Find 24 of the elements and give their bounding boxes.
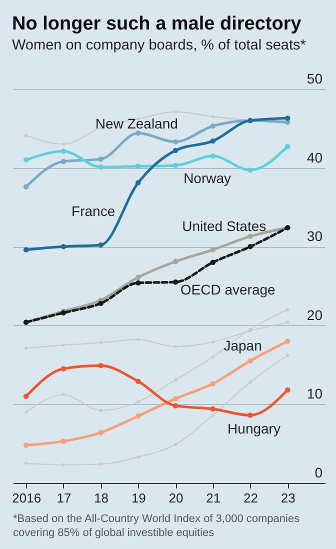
text: *Based on the All-Country World Index of 3,000 companies covering 85% of global investible equities <box>13 512 301 540</box>
x-tick-label: 21 <box>206 490 221 506</box>
series-label: New Zealand <box>95 115 178 132</box>
x-tick-label: 17 <box>56 490 72 506</box>
x-tick-label: 18 <box>94 490 109 506</box>
x-tick-label: 23 <box>280 490 296 506</box>
y-tick-label: 0 <box>314 464 323 480</box>
y-tick-label: 10 <box>306 386 323 402</box>
series-label: Norway <box>184 170 232 186</box>
y-tick-label: 20 <box>306 306 323 323</box>
y-tick-label: 50 <box>306 70 323 86</box>
x-tick-label: 22 <box>244 490 258 506</box>
x-tick-label: 19 <box>131 490 146 506</box>
y-tick-label: 40 <box>306 149 323 166</box>
x-tick-label: 20 <box>168 490 184 506</box>
chart-subtitle: Women on company boards, % of total seats* <box>12 38 306 54</box>
y-tick-label: 30 <box>306 228 323 244</box>
series-label: OECD average <box>180 282 276 298</box>
series-label: Japan <box>224 338 262 354</box>
series-label: United States <box>182 218 266 234</box>
chart-title: No longer such a male directory <box>12 14 302 34</box>
series-label: Hungary <box>228 420 280 436</box>
x-tick-label: 2016 <box>12 490 42 506</box>
series-label: France <box>72 202 116 219</box>
